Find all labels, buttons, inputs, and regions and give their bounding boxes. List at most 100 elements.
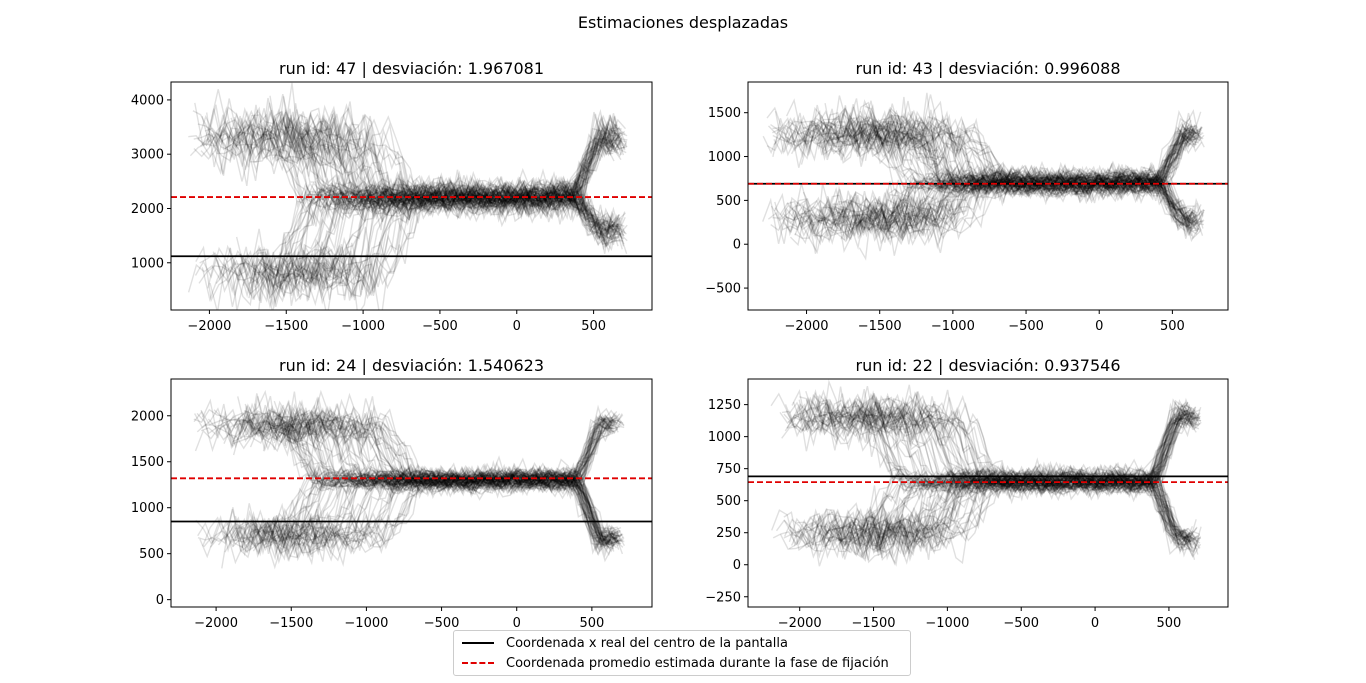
trajectory-line [271,179,625,310]
trajectory-line [880,433,1192,555]
trajectory-line [831,108,1198,201]
trajectory-line [293,400,619,497]
trajectory-line [223,424,614,553]
trajectory-line [197,466,613,565]
trajectory-line [801,107,1202,231]
y-tick-label: 750 [716,462,741,477]
trajectory-line [864,389,1192,546]
subplot-title: run id: 47 | desviación: 1.967081 [279,59,544,78]
trajectory-line [856,165,1200,243]
trajectory-line [219,104,620,252]
trajectory-line [825,114,1204,236]
trajectory-line [779,127,1195,236]
trajectory-line [835,412,1191,561]
axes-frame [747,81,1229,311]
trajectory-line [864,108,1194,202]
trajectory-line [873,464,1196,560]
trajectory-line [189,122,625,240]
trajectory-line [802,114,1195,193]
trajectory-line [264,111,628,208]
trajectory-line [274,418,614,550]
trajectory-line [294,405,619,547]
trajectory-line [212,123,622,307]
trajectory-line [762,111,1202,244]
trajectory-line [799,111,1192,199]
trajectory-line [788,467,1201,559]
trajectory-line [790,166,1201,247]
trajectory-line [875,128,1199,224]
trajectory-line [197,108,620,219]
trajectory-line [221,469,620,569]
x-tick-label: 0 [1091,616,1099,631]
x-tick-label: 500 [579,616,604,631]
trajectory-line [195,177,622,308]
trajectory-line [193,399,619,545]
trajectory-line [273,423,622,553]
trajectory-line [269,95,626,223]
trajectory-line [240,403,612,492]
trajectory-line [788,384,1202,493]
trajectory-line [827,138,1193,239]
legend-label: Coordenada promedio estimada durante la … [506,655,889,671]
trajectory-line [812,465,1194,545]
trajectory-line [194,406,619,544]
trajectory-line [216,176,613,296]
trajectory-line [243,412,615,552]
trajectory-line [255,93,626,234]
trajectory-line [208,97,618,221]
trajectory-line [287,418,624,553]
trajectory-line [241,409,619,562]
trajectory-line [853,390,1195,494]
axes-frame [170,378,653,608]
trajectory-line [197,423,612,562]
trajectory-line [868,132,1205,231]
trajectory-line [193,407,622,556]
trajectory-line [272,392,623,549]
trajectory-line [796,132,1192,240]
trajectory-line [866,166,1198,232]
trajectory-line [835,411,1190,561]
trajectory-line [244,396,616,500]
trajectory-line [836,163,1197,254]
trajectory-line [204,103,622,208]
trajectory-line [848,392,1199,493]
x-tick-label: 500 [1157,616,1182,631]
legend-entry-true-center: Coordenada x real del centro de la panta… [454,633,788,653]
trajectory-line [840,399,1200,492]
trajectory-line [304,417,625,556]
trajectory-line [202,471,614,547]
trajectory-line [239,180,626,304]
x-tick-label: 0 [513,319,521,334]
trajectory-line [806,396,1194,545]
trajectory-line [786,397,1202,490]
trajectory-line [316,110,626,241]
trajectory-line [865,469,1197,549]
trajectory-line [276,130,625,292]
trajectory-line [234,465,616,556]
trajectory-line [827,403,1192,494]
trajectory-line [196,389,624,550]
x-tick-label: 0 [513,616,521,631]
trajectory-line [287,104,625,247]
trajectory-line [818,164,1200,243]
trajectory-line [817,395,1189,498]
trajectory-line [232,413,614,493]
trajectory-line [770,392,1196,498]
subplot-run-43: run id: 43 | desviación: 0.996088 −2000 −… [705,59,1229,334]
trajectory-line [232,396,617,495]
y-tick-label: 500 [139,547,164,562]
trajectory-line [234,117,623,242]
trajectory-line [790,115,1199,200]
trajectory-line [773,129,1195,238]
trajectory-line [846,104,1194,217]
trajectory-line [294,465,621,538]
trajectory-line [302,133,616,251]
trajectory-line [821,98,1197,223]
trajectory-line [773,110,1194,223]
trajectory-line [261,137,622,298]
trajectory-line [849,402,1191,545]
trajectory-line [267,462,611,550]
trajectory-line [257,405,616,490]
trajectory-line [278,398,624,496]
